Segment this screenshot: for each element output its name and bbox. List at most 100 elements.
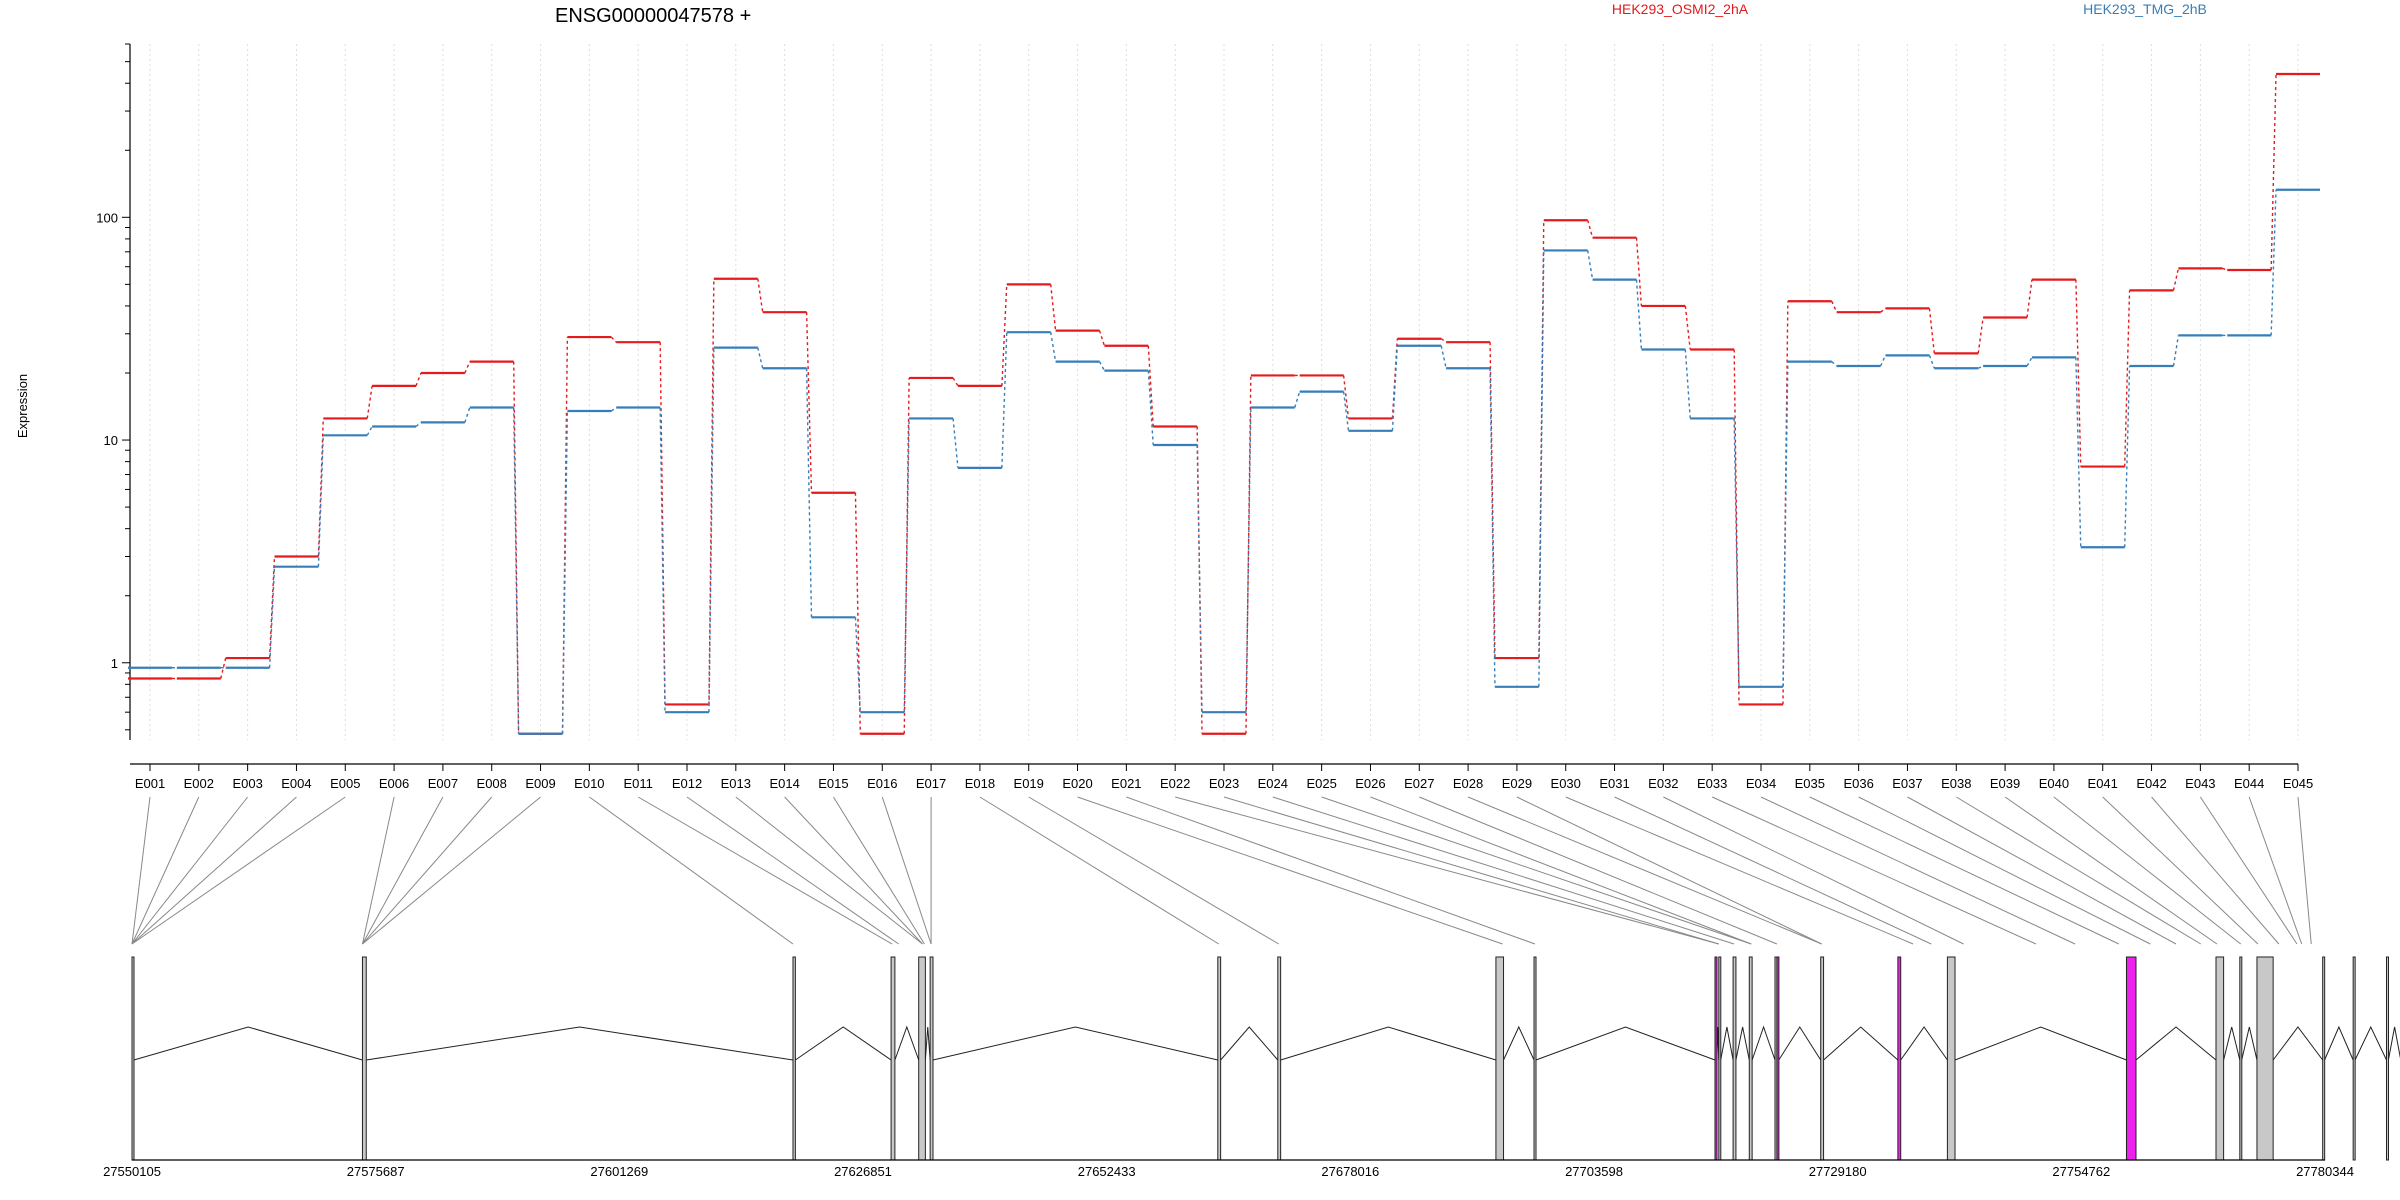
series-connector	[2222, 267, 2228, 271]
exon-label: E042	[2136, 776, 2166, 791]
exon-label: E014	[769, 776, 799, 791]
connector-line	[2053, 796, 2242, 945]
series-connector	[805, 368, 813, 618]
genomic-tick-label: 27575687	[347, 1164, 405, 1179]
legend-label: HEK293_OSMI2_2hA	[1612, 1, 1749, 17]
series-connector	[1587, 250, 1594, 280]
series-connector	[2123, 365, 2131, 548]
genomic-tick-label: 27780344	[2296, 1164, 2354, 1179]
legend: HEK293_OSMI2_2hA HEK293_TMG_2hB	[1612, 1, 2207, 17]
connector-line	[1077, 796, 1503, 945]
connector-line	[881, 796, 932, 945]
series-connector	[2026, 357, 2033, 367]
exon-box	[361, 956, 367, 1161]
connector-line	[2102, 796, 2259, 945]
intron-line	[1900, 1026, 1948, 1061]
connector-line	[1956, 796, 2202, 945]
y-tick-label: 100	[96, 210, 118, 225]
intron-line	[1535, 1026, 1716, 1061]
exon-label: E026	[1355, 776, 1385, 791]
series-connector	[512, 407, 520, 734]
exon-label: E020	[1062, 776, 1092, 791]
series-connector	[2172, 268, 2180, 291]
series-lines	[128, 72, 2320, 735]
exon-axis: E001 E002 E003 E004 E005 E006 E007 E008 E009 E010…	[130, 763, 2313, 791]
exon-box	[1217, 956, 1222, 1161]
intron-line	[1720, 1026, 1734, 1061]
exon-label: E039	[1990, 776, 2020, 791]
connector-line	[131, 796, 200, 945]
intron-line	[1280, 1026, 1497, 1061]
connector-line	[1126, 796, 1536, 945]
connector-line	[735, 796, 923, 945]
connector-line	[361, 796, 395, 945]
exon-label: E035	[1795, 776, 1825, 791]
connector-line	[1565, 796, 1914, 945]
series-connector	[317, 418, 325, 557]
exon-label: E045	[2283, 776, 2313, 791]
genomic-tick-label: 27601269	[590, 1164, 648, 1179]
exon-label: E027	[1404, 776, 1434, 791]
exon-label: E034	[1746, 776, 1776, 791]
series-connector	[1049, 284, 1057, 331]
intron-line	[1751, 1025, 1776, 1061]
connector-line	[2297, 796, 2312, 945]
exon-box	[1820, 956, 1825, 1161]
intron-line	[2241, 1026, 2258, 1061]
connector-line	[1223, 796, 1719, 945]
exon-box	[1776, 956, 1780, 1161]
exon-box	[918, 956, 926, 1161]
series-connector	[2270, 189, 2277, 336]
series-connector	[610, 406, 617, 412]
series-connector	[952, 418, 959, 468]
exon-label: E003	[232, 776, 262, 791]
intron-line	[1954, 1026, 2127, 1061]
connector-line	[362, 796, 493, 945]
connector-line	[131, 796, 346, 945]
series-connector	[1733, 349, 1740, 705]
series-connector	[2172, 335, 2180, 367]
genomic-tick-label: 27626851	[834, 1164, 892, 1179]
series-connector	[1489, 342, 1496, 659]
exon-label: E001	[135, 776, 165, 791]
connector-line	[686, 796, 899, 945]
chart-title: ENSG00000047578 +	[555, 5, 751, 27]
exon-label: E030	[1551, 776, 1581, 791]
connector-line	[2199, 796, 2298, 945]
series-connector	[2075, 357, 2082, 548]
series-connector	[1928, 355, 1935, 369]
exon-box	[1714, 956, 1718, 1161]
series-connector	[2075, 279, 2082, 467]
series-connector	[1635, 237, 1643, 306]
intron-line	[2354, 1025, 2387, 1061]
intron-line	[366, 1026, 794, 1061]
series-connector	[1782, 361, 1789, 687]
connector-line	[362, 796, 444, 945]
series-connector	[1342, 375, 1350, 419]
exon-box	[2215, 956, 2225, 1161]
intron-line	[894, 1025, 920, 1061]
intron-line	[924, 1026, 931, 1061]
series-connector	[1879, 355, 1887, 367]
exon-label: E015	[818, 776, 848, 791]
intron-line	[1735, 1026, 1750, 1061]
exon-label: E029	[1502, 776, 1532, 791]
connector-line	[362, 796, 541, 945]
series-connector	[464, 407, 471, 423]
y-axis-title: Expression	[15, 374, 30, 438]
series-connector	[1831, 300, 1838, 313]
series-connector	[464, 361, 471, 374]
exon-box	[1748, 956, 1753, 1161]
intron-line	[133, 1026, 363, 1061]
exon-box	[1718, 956, 1722, 1161]
series-connector	[757, 278, 764, 313]
series-connector	[1098, 361, 1106, 371]
exon-label: E031	[1599, 776, 1629, 791]
exon-box	[2352, 956, 2356, 1161]
intron-line	[2272, 1026, 2324, 1061]
exon-label: E036	[1843, 776, 1873, 791]
exon-box	[2256, 956, 2274, 1161]
intron-line	[2387, 1026, 2400, 1061]
series-connector	[1831, 361, 1838, 367]
